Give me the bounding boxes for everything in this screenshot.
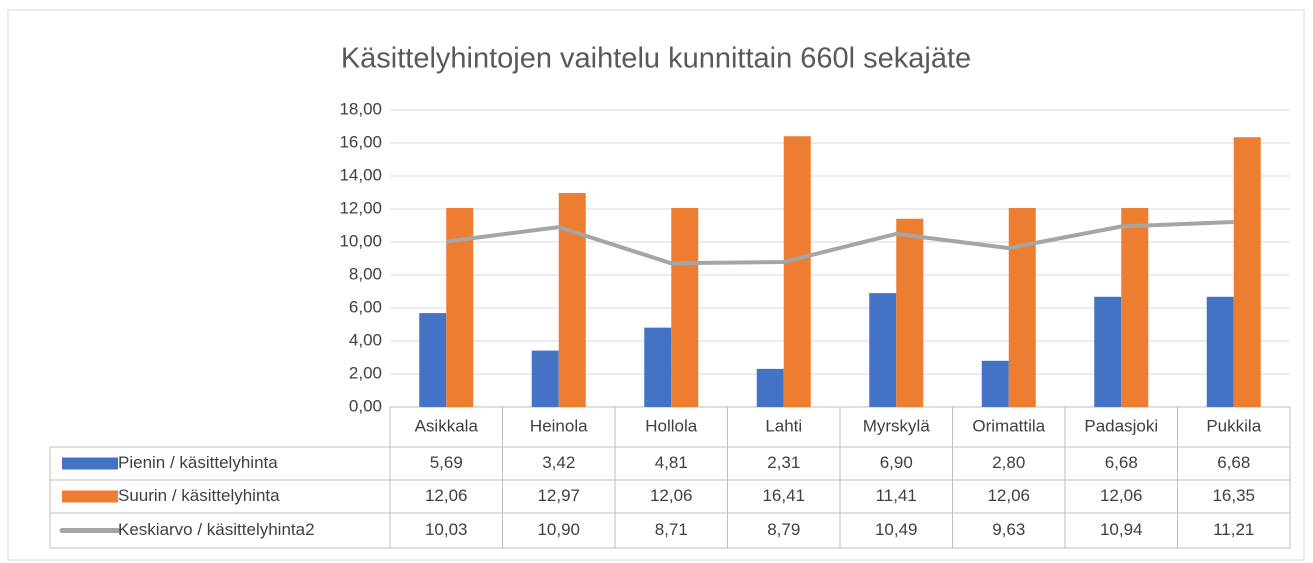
y-tick-label: 10,00 bbox=[339, 231, 382, 250]
x-tick-label: Heinola bbox=[530, 416, 588, 435]
y-tick-label: 6,00 bbox=[349, 297, 382, 316]
table-value: 11,21 bbox=[1213, 520, 1254, 539]
table-value: 6,68 bbox=[1217, 453, 1250, 472]
table-value: 16,41 bbox=[762, 486, 805, 505]
table-value: 5,69 bbox=[430, 453, 463, 472]
chart-border bbox=[7, 9, 1305, 561]
legend-key bbox=[62, 490, 118, 503]
table-value: 16,35 bbox=[1212, 486, 1255, 505]
table-value: 12,06 bbox=[987, 486, 1030, 505]
bar bbox=[644, 327, 672, 407]
bar bbox=[756, 368, 784, 407]
table-value: 4,81 bbox=[655, 453, 688, 472]
y-tick-label: 18,00 bbox=[339, 99, 382, 118]
table-value: 12,06 bbox=[1100, 486, 1143, 505]
bar bbox=[1094, 296, 1122, 407]
bar bbox=[1233, 137, 1261, 407]
y-tick-label: 14,00 bbox=[339, 165, 382, 184]
x-tick-label: Orimattila bbox=[972, 416, 1045, 435]
legend-label: Pienin / käsittelyhinta bbox=[118, 453, 278, 472]
table-value: 2,31 bbox=[767, 453, 800, 472]
x-tick-label: Asikkala bbox=[415, 416, 479, 435]
table-value: 10,94 bbox=[1100, 520, 1143, 539]
x-tick-label: Hollola bbox=[645, 416, 698, 435]
bar bbox=[671, 208, 699, 407]
table-value: 6,90 bbox=[880, 453, 913, 472]
x-tick-label: Myrskylä bbox=[863, 416, 931, 435]
bar bbox=[1206, 296, 1234, 407]
table-value: 2,80 bbox=[992, 453, 1025, 472]
bar bbox=[1121, 208, 1149, 407]
legend-key bbox=[62, 457, 118, 470]
y-tick-label: 8,00 bbox=[349, 264, 382, 283]
table-value: 12,06 bbox=[425, 486, 468, 505]
table-value: 10,49 bbox=[875, 520, 918, 539]
y-tick-label: 2,00 bbox=[349, 363, 382, 382]
table-value: 6,68 bbox=[1105, 453, 1138, 472]
bar bbox=[531, 350, 559, 407]
table-value: 8,71 bbox=[655, 520, 688, 539]
y-tick-label: 0,00 bbox=[349, 396, 382, 415]
x-tick-label: Lahti bbox=[765, 416, 802, 435]
y-tick-label: 16,00 bbox=[339, 132, 382, 151]
bar bbox=[981, 360, 1009, 407]
table-value: 11,41 bbox=[876, 486, 917, 505]
x-tick-label: Padasjoki bbox=[1084, 416, 1158, 435]
line-series bbox=[445, 220, 1234, 266]
table-value: 3,42 bbox=[542, 453, 575, 472]
bar bbox=[869, 293, 897, 407]
bar bbox=[419, 313, 447, 407]
y-tick-label: 12,00 bbox=[339, 198, 382, 217]
y-tick-label: 4,00 bbox=[349, 330, 382, 349]
chart-title: Käsittelyhintojen vaihtelu kunnittain 66… bbox=[341, 43, 971, 75]
table-value: 9,63 bbox=[992, 520, 1025, 539]
bar bbox=[783, 136, 811, 408]
bar bbox=[1008, 208, 1036, 407]
bar bbox=[896, 218, 924, 407]
table-value: 12,97 bbox=[537, 486, 580, 505]
bar bbox=[558, 192, 586, 407]
legend-label: Suurin / käsittelyhinta bbox=[118, 486, 280, 505]
legend-label: Keskiarvo / käsittelyhinta2 bbox=[118, 520, 315, 539]
x-tick-label: Pukkila bbox=[1206, 416, 1261, 435]
table-value: 12,06 bbox=[650, 486, 693, 505]
table-value: 10,90 bbox=[537, 520, 580, 539]
table-value: 8,79 bbox=[767, 520, 800, 539]
table-value: 10,03 bbox=[425, 520, 468, 539]
